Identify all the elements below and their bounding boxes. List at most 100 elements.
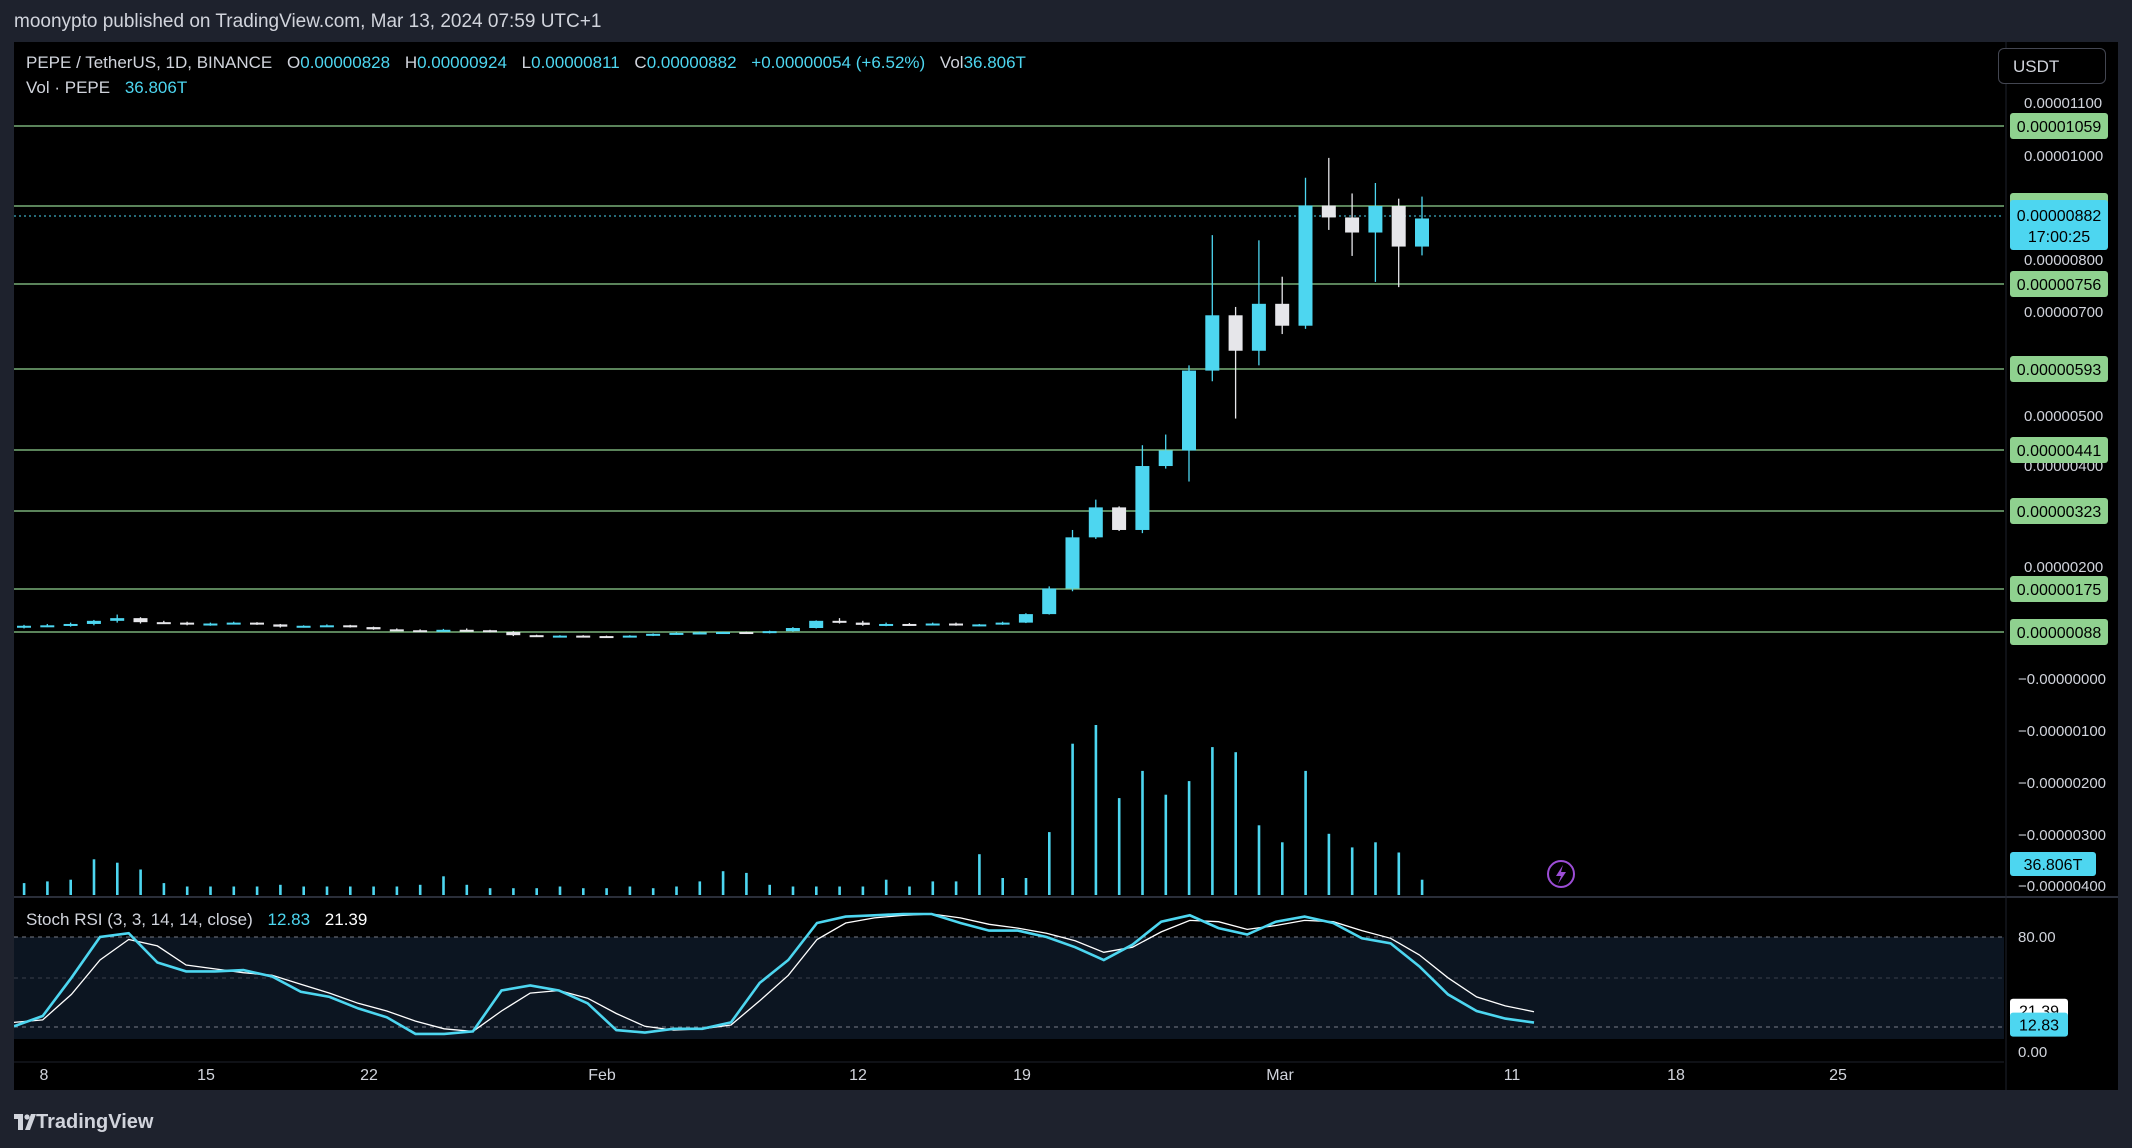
candle-body <box>413 630 428 633</box>
stoch-band <box>14 937 2004 1039</box>
volume-bar <box>325 886 329 895</box>
volume-legend: Vol · PEPE 36.806T <box>26 78 197 98</box>
candle <box>180 621 195 626</box>
candle-body <box>1321 205 1336 218</box>
volume-legend-label[interactable]: Vol · PEPE <box>26 78 111 97</box>
candle <box>1275 276 1290 335</box>
volume-axis-tick: −0.00000100 <box>2018 723 2106 740</box>
candle-body <box>832 620 847 623</box>
level-label-text: 0.00001059 <box>2017 119 2102 136</box>
candle <box>949 622 963 626</box>
chart-frame[interactable]: 0.00001100 0.00001000 0.00000800 0.00000700… <box>14 42 2118 1090</box>
vol-legend: Vol36.806T <box>940 53 1026 72</box>
candle <box>1368 182 1383 282</box>
candle <box>250 622 264 625</box>
candle-body <box>203 623 218 626</box>
candle-body <box>1205 315 1220 371</box>
candle-body <box>366 627 381 630</box>
volume-bar <box>675 886 678 895</box>
candle-body <box>972 624 987 627</box>
volume-label-bg <box>2010 852 2096 876</box>
tradingview-logo-icon <box>14 1114 36 1130</box>
candle-body <box>1228 315 1243 351</box>
stoch-legend: Stoch RSI (3, 3, 14, 14, close) 12.83 21… <box>26 910 377 930</box>
lightning-icon <box>1547 860 1575 888</box>
candle-body <box>389 629 404 632</box>
candle <box>483 629 497 633</box>
level-price-label: 0.00000441 <box>2010 437 2108 463</box>
candle <box>17 624 31 629</box>
candle <box>1018 613 1033 624</box>
candle-body <box>1182 370 1196 451</box>
candle <box>832 618 847 624</box>
volume-bar <box>512 888 515 895</box>
level-label-text: 0.00000756 <box>2017 277 2102 294</box>
candle <box>1182 365 1196 482</box>
volume-bar <box>1117 798 1121 895</box>
stoch-k-line <box>14 912 1535 1036</box>
candle <box>226 621 241 625</box>
candle-body <box>1042 588 1057 615</box>
stoch-label[interactable]: Stoch RSI (3, 3, 14, 14, close) <box>26 910 253 929</box>
volume-bar <box>884 879 888 895</box>
candle <box>716 631 730 635</box>
candle-body <box>226 622 241 625</box>
volume-bar <box>1211 747 1214 895</box>
time-axis-tick: 8 <box>40 1067 49 1084</box>
volume-bar <box>92 859 96 895</box>
candle-body <box>250 622 264 625</box>
candle <box>692 631 707 635</box>
candle <box>762 630 777 634</box>
volume-bar <box>185 886 189 895</box>
change-value: +0.00000054 (+6.52%) <box>751 53 926 72</box>
volume-bar <box>1350 847 1354 895</box>
volume-axis-tick: −0.00000200 <box>2018 775 2106 792</box>
chart-canvas[interactable]: 0.00001100 0.00001000 0.00000800 0.00000700… <box>14 42 2118 1090</box>
price-axis-tick: 0.00000700 <box>2024 304 2103 321</box>
volume-bar <box>954 881 958 895</box>
volume-bar <box>1397 852 1401 895</box>
candle-body <box>1368 206 1383 233</box>
candle <box>133 617 148 624</box>
candle <box>389 628 404 632</box>
candle-body <box>483 630 497 633</box>
countdown-label: 17:00:25 <box>2028 229 2090 246</box>
candle <box>273 623 288 628</box>
candle <box>1042 586 1057 615</box>
candle <box>785 627 800 632</box>
level-price-label: 0.00000593 <box>2010 356 2108 382</box>
candle-body <box>17 625 31 628</box>
candle <box>1321 157 1336 230</box>
volume-bar <box>372 886 375 895</box>
vol-value: 36.806T <box>963 53 1026 72</box>
candle-body <box>902 623 917 626</box>
open-label: O <box>287 53 301 72</box>
candle-body <box>576 635 591 638</box>
candle <box>110 614 125 623</box>
candle-body <box>319 625 334 628</box>
candle <box>669 632 684 635</box>
volume-bar <box>349 886 352 895</box>
volume-bar <box>46 881 49 895</box>
candle <box>972 623 987 627</box>
lightning-icon-ring <box>1547 860 1575 888</box>
volume-bar <box>302 886 305 895</box>
candle <box>203 622 218 626</box>
candle <box>902 623 917 626</box>
candle-body <box>40 625 55 628</box>
candle-body <box>1158 450 1173 467</box>
candle <box>599 635 614 639</box>
level-label-text: 0.00000593 <box>2017 362 2102 379</box>
volume-bar <box>488 888 492 895</box>
low-value: 0.00000811 <box>531 53 620 72</box>
brand-name[interactable]: TradingView <box>36 1111 154 1133</box>
volume-legend-value: 36.806T <box>124 78 188 97</box>
volume-bar <box>209 886 212 895</box>
close-value: 0.00000882 <box>646 53 737 72</box>
volume-bar <box>1001 878 1004 895</box>
level-price-label: 0.00000756 <box>2010 271 2108 297</box>
candle <box>552 635 567 638</box>
candle <box>1415 196 1429 256</box>
symbol-name[interactable]: PEPE / TetherUS, 1D, BINANCE <box>26 53 273 72</box>
currency-button[interactable]: USDT <box>1998 48 2106 84</box>
